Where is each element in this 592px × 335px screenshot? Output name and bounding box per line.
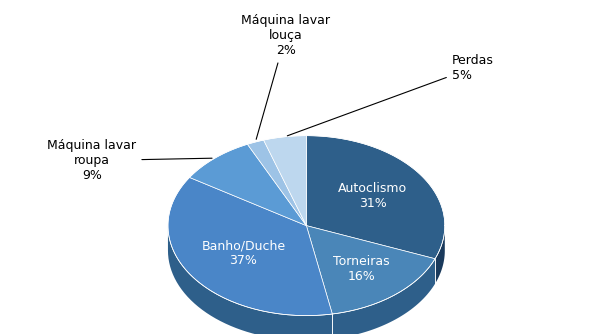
Text: Torneiras
16%: Torneiras 16%	[333, 255, 390, 283]
Polygon shape	[168, 178, 332, 316]
Text: Banho/Duche
37%: Banho/Duche 37%	[201, 240, 285, 267]
Polygon shape	[189, 144, 307, 226]
Polygon shape	[263, 136, 307, 226]
Text: Máquina lavar
roupa
9%: Máquina lavar roupa 9%	[47, 139, 212, 182]
Polygon shape	[333, 259, 435, 335]
Text: Autoclismo
31%: Autoclismo 31%	[338, 182, 407, 210]
Polygon shape	[307, 136, 445, 259]
Polygon shape	[168, 225, 332, 335]
Text: Máquina lavar
louça
2%: Máquina lavar louça 2%	[241, 14, 330, 139]
Text: Perdas
5%: Perdas 5%	[287, 54, 494, 136]
Polygon shape	[307, 226, 435, 314]
Polygon shape	[435, 226, 445, 283]
Polygon shape	[247, 140, 307, 226]
